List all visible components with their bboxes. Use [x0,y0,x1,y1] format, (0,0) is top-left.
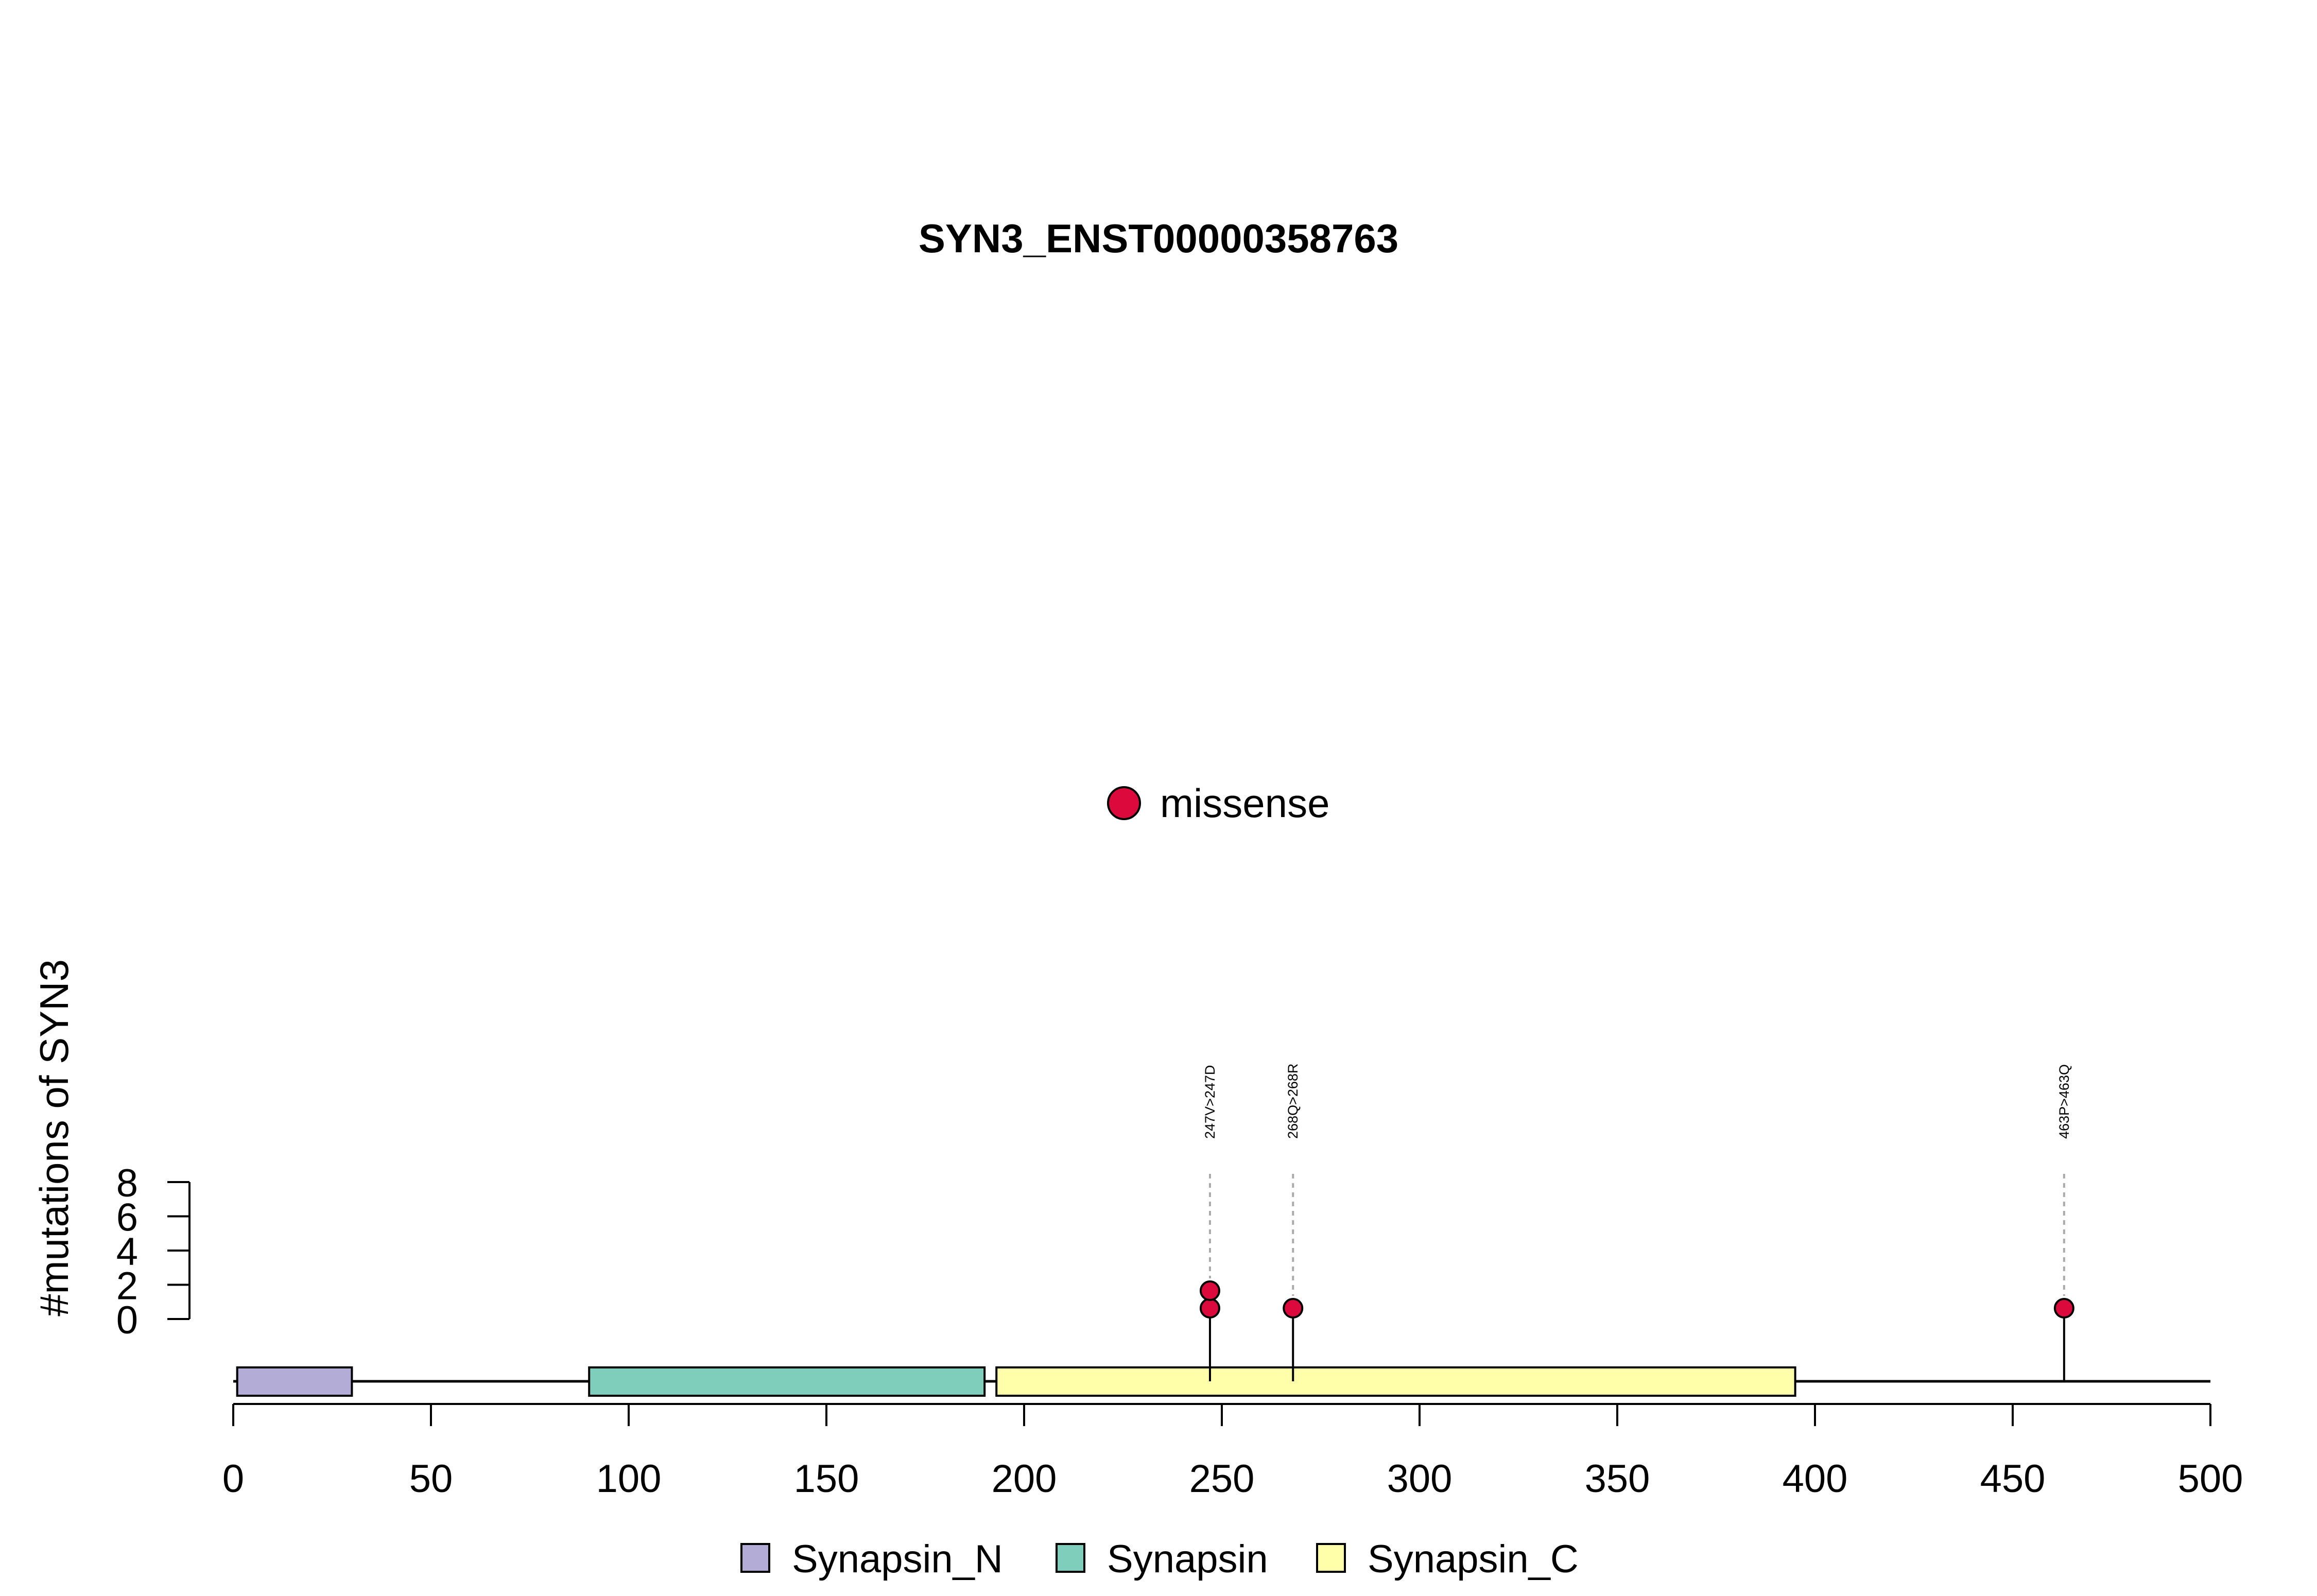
mutation-label-247: 247V>247D [1202,1065,1218,1139]
x-tick-label-250: 250 [1189,1457,1255,1501]
legend-synapsin-swatch [1056,1543,1085,1573]
legend-missense-label: missense [1160,780,1329,826]
legend-synapsin-label: Synapsin [1107,1537,1268,1581]
domain-legend: Synapsin_N Synapsin Synapsin_C [740,1537,1579,1581]
x-tick-label-150: 150 [794,1457,859,1501]
x-tick-label-450: 450 [1980,1457,2046,1501]
x-tick-label-350: 350 [1585,1457,1650,1501]
x-tick-label-0: 0 [222,1457,244,1501]
domain-layer [236,1366,1796,1397]
legend-synapsin-c-label: Synapsin_C [1368,1537,1579,1581]
legend-synapsin-n-label: Synapsin_N [792,1537,1003,1581]
domain-synapsin-n [236,1366,353,1397]
domain-synapsin-c [995,1366,1796,1397]
mutation-point-463-1 [2053,1298,2074,1319]
chart-title: SYN3_ENST00000358763 [919,216,1398,261]
y-axis-label: #mutations of SYN3 [31,959,77,1316]
mutation-point-268-1 [1283,1298,1304,1319]
mutation-point-247-2 [1199,1280,1220,1301]
mutation-type-legend: missense [1107,780,1329,826]
x-axis: 0 50 100 150 200 250 300 350 400 450 500 [222,1403,2243,1501]
legend-synapsin-c-swatch [1316,1543,1346,1573]
domain-synapsin [588,1366,986,1397]
lollipop-layer: 247V>247D 268Q>268R 463P>463Q [1199,1064,2074,1381]
x-tick-label-300: 300 [1387,1457,1453,1501]
legend-missense-marker [1107,786,1141,820]
x-tick-label-200: 200 [992,1457,1057,1501]
y-tick-label-2: 2 [116,1264,138,1308]
mutation-label-463: 463P>463Q [2056,1064,2072,1139]
y-tick-label-4: 4 [116,1230,138,1274]
x-tick-label-500: 500 [2178,1457,2243,1501]
mutation-point-247-1 [1199,1298,1220,1319]
y-tick-label-6: 6 [116,1196,138,1240]
x-tick-label-400: 400 [1783,1457,1848,1501]
y-tick-label-0: 0 [116,1298,138,1342]
legend-synapsin-n-swatch [740,1543,770,1573]
y-tick-label-8: 8 [116,1161,138,1205]
mutation-label-268: 268Q>268R [1285,1064,1301,1139]
x-tick-label-50: 50 [409,1457,453,1501]
x-tick-label-100: 100 [596,1457,662,1501]
